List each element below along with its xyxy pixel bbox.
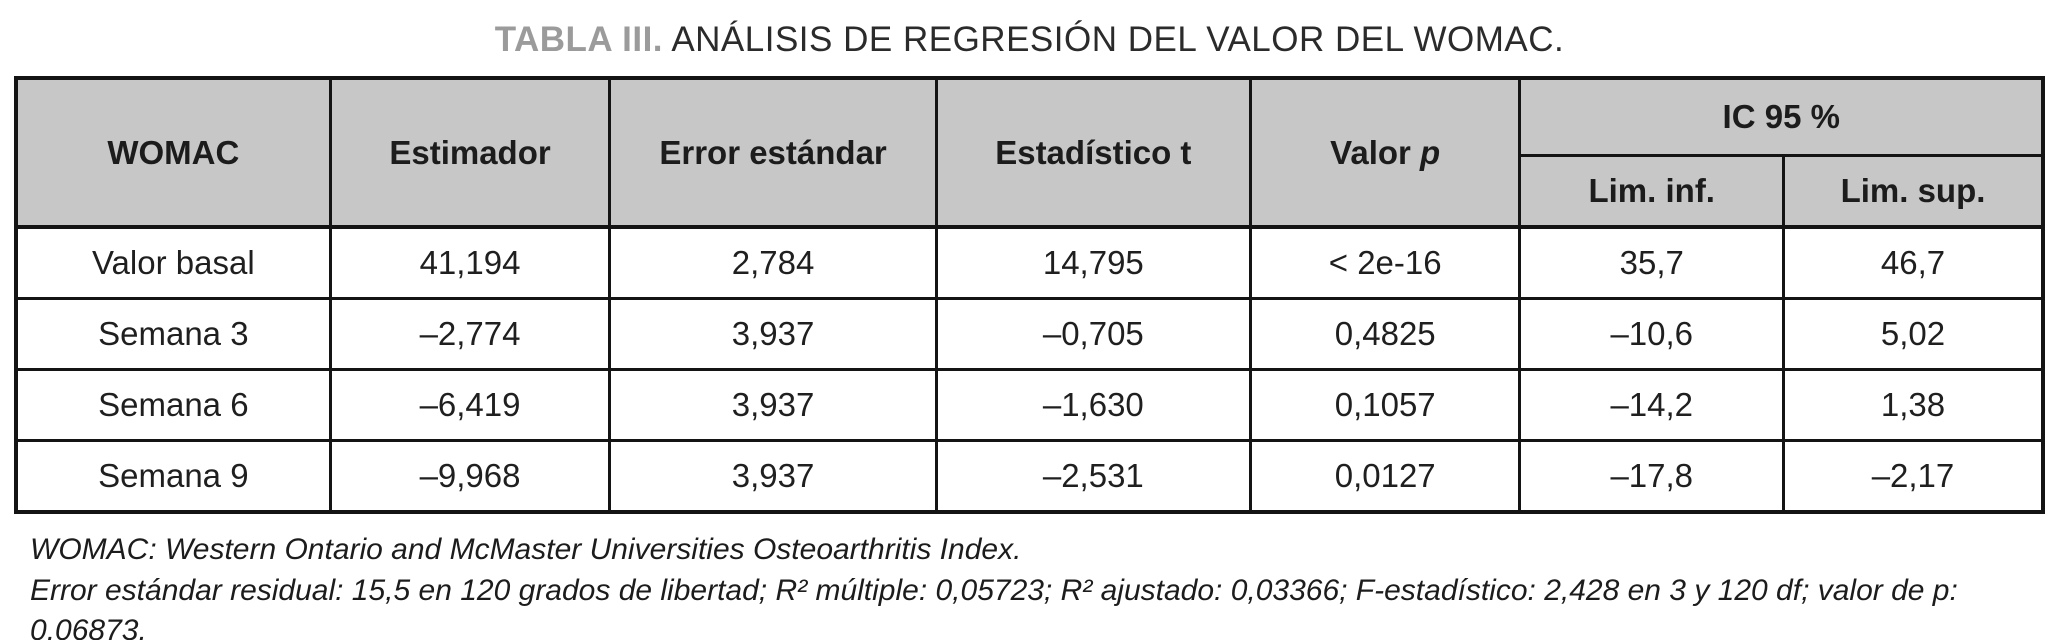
header-row-sub: Lim. inf. Lim. sup. <box>16 154 2045 229</box>
cell-p: 0,4825 <box>1248 297 1522 371</box>
regression-table: WOMAC Estimador Error estándar Estadísti… <box>14 76 2045 514</box>
cell-error: 2,784 <box>608 225 938 300</box>
footnote-regression-stats: Error estándar residual: 15,5 en 120 gra… <box>30 573 1958 640</box>
col-header-error-estandar: Error estándar <box>608 76 938 229</box>
cell-lim-sup: 5,02 <box>1781 297 2045 371</box>
table-row-semana-6: Semana 6 –6,419 3,937 –1,630 0,1057 –14,… <box>14 368 2045 442</box>
cell-t: –1,630 <box>934 368 1252 442</box>
valor-p-symbol: p <box>1420 133 1441 171</box>
col-header-womac: WOMAC <box>14 76 332 229</box>
cell-lim-inf: –10,6 <box>1518 297 1785 371</box>
cell-error: 3,937 <box>608 439 938 514</box>
cell-lim-sup: 1,38 <box>1781 368 2045 442</box>
col-header-estimador: Estimador <box>328 76 612 229</box>
cell-estimador: –2,774 <box>328 297 612 371</box>
cell-lim-inf: –14,2 <box>1518 368 1785 442</box>
table-row-valor-basal: Valor basal 41,194 2,784 14,795 < 2e-16 … <box>14 225 2045 300</box>
cell-lim-sup: 46,7 <box>1781 225 2045 300</box>
row-label: Semana 9 <box>14 439 332 514</box>
cell-estimador: –6,419 <box>328 368 612 442</box>
header-row-top: WOMAC Estimador Error estándar Estadísti… <box>14 76 2045 229</box>
row-label: Semana 3 <box>14 297 332 371</box>
row-label: Valor basal <box>14 225 332 300</box>
cell-p: 0,1057 <box>1248 368 1522 442</box>
cell-lim-inf: 35,7 <box>1518 225 1785 300</box>
table-title-label: TABLA III. <box>494 20 664 59</box>
cell-lim-inf: –17,8 <box>1518 439 1785 514</box>
table-title: TABLA III. ANÁLISIS DE REGRESIÓN DEL VAL… <box>14 20 2045 60</box>
cell-lim-sup: –2,17 <box>1781 439 2045 514</box>
cell-error: 3,937 <box>608 297 938 371</box>
cell-estimador: –9,968 <box>328 439 612 514</box>
cell-t: –0,705 <box>934 297 1252 371</box>
cell-estimador: 41,194 <box>328 225 612 300</box>
valor-p-prefix: Valor <box>1330 133 1421 171</box>
cell-t: 14,795 <box>934 225 1252 300</box>
table-footnotes: WOMAC: Western Ontario and McMaster Univ… <box>30 530 2020 640</box>
footnote-womac-definition: WOMAC: Western Ontario and McMaster Univ… <box>30 533 1022 566</box>
col-header-lim-sup: Lim. sup. <box>1781 154 2045 229</box>
table-row-semana-9: Semana 9 –9,968 3,937 –2,531 0,0127 –17,… <box>14 439 2045 514</box>
col-header-valor-p: Valor p <box>1248 76 1522 229</box>
table-row-semana-3: Semana 3 –2,774 3,937 –0,705 0,4825 –10,… <box>14 297 2045 371</box>
col-header-estadistico-t: Estadístico t <box>934 76 1252 229</box>
cell-error: 3,937 <box>608 368 938 442</box>
cell-p: 0,0127 <box>1248 439 1522 514</box>
cell-p: < 2e-16 <box>1248 225 1522 300</box>
col-header-ic95: IC 95 % <box>1518 76 2045 157</box>
cell-t: –2,531 <box>934 439 1252 514</box>
row-label: Semana 6 <box>14 368 332 442</box>
table-title-text: ANÁLISIS DE REGRESIÓN DEL VALOR DEL WOMA… <box>671 20 1565 59</box>
col-header-lim-inf: Lim. inf. <box>1518 154 1785 229</box>
